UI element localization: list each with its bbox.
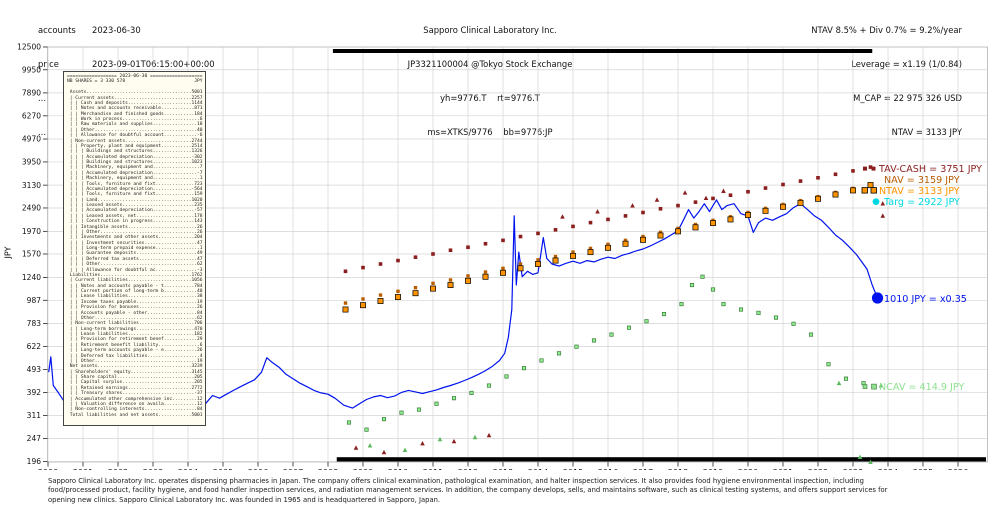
svg-text:2002: 2002 <box>108 468 128 470</box>
description-line-1: Sapporo Clinical Laboratory Inc. operate… <box>48 477 864 485</box>
accounts-label: accounts <box>38 24 76 35</box>
ncav-series <box>346 274 877 432</box>
last-price-dot <box>871 292 884 304</box>
nav-annotation-text: NAV = 3159 JPY <box>884 175 960 186</box>
ticker-line-2: ms=XTKS/9776 bb=9776:JP <box>427 127 553 138</box>
svg-text:2005: 2005 <box>213 468 233 470</box>
svg-text:2001: 2001 <box>73 468 93 470</box>
y-axis-label: JPY <box>3 246 13 259</box>
svg-text:2004: 2004 <box>178 468 198 470</box>
dividend-marks-dark-series <box>353 188 886 455</box>
ntav-annotation: NTAV = 3133 JPY <box>861 186 960 197</box>
svg-text:2013: 2013 <box>493 468 513 470</box>
svg-text:783: 783 <box>27 319 42 328</box>
svg-text:2000: 2000 <box>38 468 58 470</box>
price-label: price <box>38 59 59 70</box>
ncav-annotation: NCAV = 414.9 JPY <box>862 382 964 393</box>
svg-text:2026: 2026 <box>948 468 968 470</box>
svg-text:2016: 2016 <box>598 468 618 470</box>
nav-annotation: NAV = 3159 JPY <box>884 175 960 186</box>
svg-text:2025: 2025 <box>913 468 933 470</box>
balance-sheet-text: ================== 2023-06-30 ==========… <box>67 74 203 418</box>
svg-text:2011: 2011 <box>423 468 443 470</box>
svg-text:1240: 1240 <box>22 273 41 282</box>
svg-text:493: 493 <box>27 365 42 374</box>
svg-text:1570: 1570 <box>22 250 41 259</box>
price-data-range-bar <box>336 457 986 462</box>
ticker-line-1: yh=9776.T rt=9776.T <box>440 93 540 104</box>
ntav-annotation-text: NTAV = 3133 JPY <box>879 186 960 197</box>
svg-text:987: 987 <box>27 296 42 305</box>
svg-text:2021: 2021 <box>773 468 793 470</box>
svg-text:247: 247 <box>27 434 42 443</box>
svg-text:2015: 2015 <box>563 468 583 470</box>
description-line-3: opening new clinics. Sapporo Clinical La… <box>48 495 441 504</box>
svg-text:2019: 2019 <box>703 468 723 470</box>
ntav-value: NTAV = 3133 JPY <box>891 127 962 138</box>
description-line-2: food/processed product, facility hygiene… <box>48 486 888 495</box>
last-price-annotation: 1010 JPY = x0.35 <box>884 294 967 305</box>
svg-text:2009: 2009 <box>353 468 373 470</box>
svg-text:2017: 2017 <box>633 468 653 470</box>
header-ellipsis-1: ... <box>38 93 46 104</box>
svg-text:3950: 3950 <box>22 158 41 167</box>
ntav-series <box>342 182 874 313</box>
market-cap-value: M_CAP = 22 975 326 USD <box>853 93 962 104</box>
svg-text:392: 392 <box>27 388 42 397</box>
balance-sheet-panel: ================== 2023-06-30 ==========… <box>63 71 206 426</box>
accounts-date: 2023-06-30 <box>92 24 141 35</box>
svg-text:2018: 2018 <box>668 468 688 470</box>
svg-text:9950: 9950 <box>22 65 41 74</box>
svg-text:12500: 12500 <box>17 43 41 52</box>
svg-text:2006: 2006 <box>248 468 268 470</box>
return-summary: NTAV 8.5% + Div 0.7% = 9.2%/year <box>811 24 962 35</box>
tav-cash-annotation: TAV-CASH = 3751 JPY <box>863 164 982 175</box>
svg-text:196: 196 <box>27 457 42 466</box>
last-price-annotation-text: 1010 JPY = x0.35 <box>884 294 967 305</box>
target-annotation-text: Targ = 2922 JPY <box>883 197 960 208</box>
svg-text:2024: 2024 <box>878 468 898 470</box>
svg-text:2020: 2020 <box>738 468 758 470</box>
svg-text:2490: 2490 <box>22 204 41 213</box>
svg-text:6270: 6270 <box>22 111 41 120</box>
svg-text:2007: 2007 <box>283 468 303 470</box>
svg-text:311: 311 <box>27 411 42 420</box>
dividend-marks-green-series <box>367 380 884 464</box>
svg-text:2023: 2023 <box>843 468 863 470</box>
header-title-block: Sapporo Clinical Laboratory Inc. JP33211… <box>280 2 700 162</box>
isin-exchange: JP3321100004 @Tokyo Stock Exchange <box>407 59 573 70</box>
svg-text:2022: 2022 <box>808 468 828 470</box>
svg-text:1970: 1970 <box>22 227 41 236</box>
company-title: Sapporo Clinical Laboratory Inc. <box>423 24 557 35</box>
ncav-annotation-text: NCAV = 414.9 JPY <box>879 382 964 393</box>
tav-cash-series <box>343 165 873 274</box>
leverage-value: Leverage = x1.19 (1/0.84) <box>851 59 962 70</box>
svg-text:7890: 7890 <box>22 89 41 98</box>
svg-text:2012: 2012 <box>458 468 478 470</box>
header-metrics-block: NTAV 8.5% + Div 0.7% = 9.2%/year Leverag… <box>811 2 962 162</box>
svg-text:2010: 2010 <box>388 468 408 470</box>
accounts-data-range-bar <box>332 49 873 53</box>
svg-text:2003: 2003 <box>143 468 163 470</box>
svg-text:3130: 3130 <box>22 181 41 190</box>
svg-text:2014: 2014 <box>528 468 548 470</box>
header-ellipsis-2: ... <box>38 127 46 138</box>
target-annotation: Targ = 2922 JPY <box>872 197 960 208</box>
svg-text:2008: 2008 <box>318 468 338 470</box>
company-description: Sapporo Clinical Laboratory Inc. operate… <box>48 477 992 505</box>
tav-cash-annotation-text: TAV-CASH = 3751 JPY <box>878 164 982 175</box>
plot-frame <box>47 46 988 463</box>
svg-text:4970: 4970 <box>22 135 41 144</box>
svg-text:622: 622 <box>27 342 42 351</box>
axis-labels: 12500 9950 7890 6270 4970 3950 3130 2490 1970 157… <box>17 43 968 470</box>
